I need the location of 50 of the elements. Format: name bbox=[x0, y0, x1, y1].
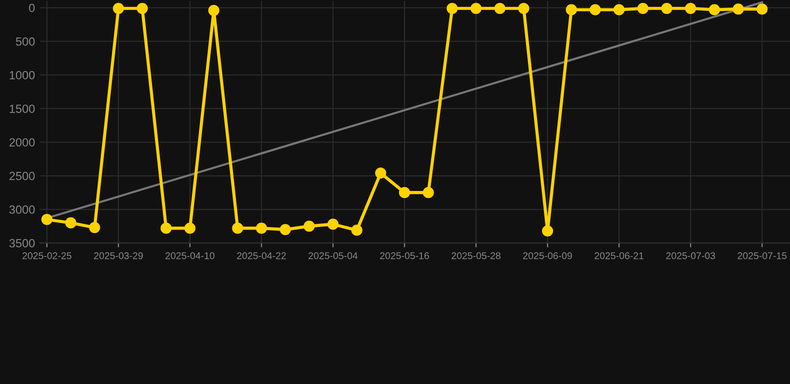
point bbox=[614, 4, 625, 16]
point bbox=[304, 220, 315, 232]
y-tick-label: 3000 bbox=[9, 205, 35, 214]
point bbox=[112, 2, 124, 14]
x-tick-label: 2025-07-03 bbox=[666, 252, 716, 260]
point bbox=[41, 214, 52, 226]
x-tick-label: 2025-04-22 bbox=[237, 252, 286, 260]
point bbox=[590, 4, 601, 16]
point bbox=[375, 168, 386, 179]
x-tick-label: 2025-04-10 bbox=[166, 252, 214, 260]
x-tick-label: 2025-07-15 bbox=[738, 252, 787, 260]
point bbox=[756, 4, 768, 15]
point bbox=[65, 217, 76, 228]
y-tick-label: 2000 bbox=[9, 138, 35, 147]
point bbox=[351, 224, 362, 236]
point bbox=[518, 2, 530, 14]
point bbox=[566, 4, 577, 16]
point bbox=[232, 222, 244, 234]
y-tick-label: 500 bbox=[16, 37, 35, 46]
x-tick-label: 2025-06-09 bbox=[523, 252, 572, 260]
x-tick-label: 2025-03-29 bbox=[94, 252, 143, 260]
point bbox=[327, 218, 339, 230]
point bbox=[89, 222, 100, 234]
point bbox=[685, 2, 696, 14]
point bbox=[494, 2, 506, 14]
point bbox=[136, 2, 148, 14]
y-tick-label: 1000 bbox=[10, 70, 35, 80]
x-tick-label: 2025-05-16 bbox=[380, 252, 429, 260]
point bbox=[637, 2, 648, 14]
point bbox=[184, 222, 196, 234]
point bbox=[732, 4, 744, 15]
point bbox=[542, 225, 554, 236]
x-tick-label: 2025-06-21 bbox=[594, 252, 644, 260]
x-tick-label: 2025-05-28 bbox=[452, 252, 500, 260]
point bbox=[398, 187, 410, 198]
point bbox=[208, 4, 220, 16]
y-tick-label: 0 bbox=[29, 4, 35, 12]
y-tick-label: 3500 bbox=[9, 239, 35, 248]
y-tick-label: 2500 bbox=[9, 172, 35, 180]
x-tick-label: 2025-02-25 bbox=[22, 252, 72, 260]
point bbox=[470, 2, 482, 14]
point bbox=[661, 2, 672, 14]
y-tick-label: 1500 bbox=[10, 104, 35, 113]
point bbox=[708, 4, 720, 16]
point bbox=[160, 222, 172, 234]
point bbox=[256, 222, 268, 234]
point bbox=[280, 224, 291, 236]
point bbox=[422, 187, 434, 198]
point bbox=[446, 2, 458, 14]
x-tick-label: 2025-05-04 bbox=[308, 252, 358, 260]
